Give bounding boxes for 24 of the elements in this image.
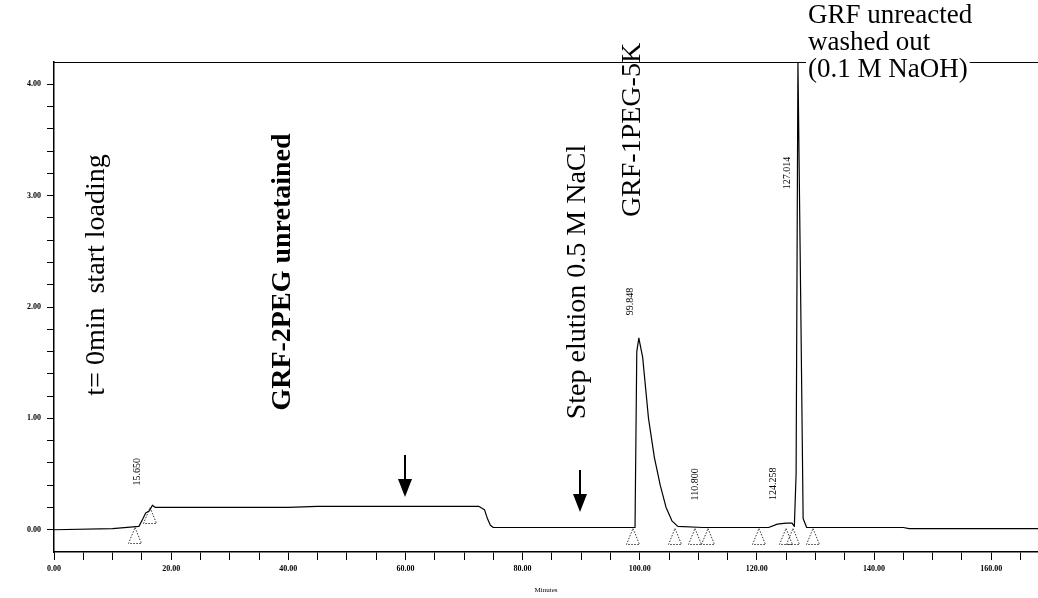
annotation: 127.014 bbox=[780, 156, 792, 190]
annotation: GRF-2PEG unretained bbox=[265, 132, 297, 411]
x-tick-label: 160.00 bbox=[980, 563, 1003, 573]
x-tick-label: 100.00 bbox=[628, 563, 651, 573]
x-tick-label: 120.00 bbox=[745, 563, 768, 573]
y-tick-label: 0.00 bbox=[27, 524, 41, 534]
y-tick-label: 3.00 bbox=[27, 190, 41, 200]
annotation: 124.258 bbox=[767, 467, 779, 501]
annotation: Step elution 0.5 M NaCl bbox=[560, 144, 592, 420]
y-tick-label: 2.00 bbox=[27, 302, 41, 312]
y-tick-label: 4.00 bbox=[27, 79, 41, 89]
annotation: 110.800 bbox=[688, 468, 700, 501]
x-tick-label: 60.00 bbox=[396, 563, 415, 573]
annotation: GRF-1PEG-5K bbox=[615, 42, 647, 218]
annotation: 15.650 bbox=[131, 457, 143, 486]
x-tick-label: 40.00 bbox=[279, 563, 298, 573]
annotation: t= 0min start loading bbox=[79, 154, 111, 396]
x-tick-label: 0.00 bbox=[47, 563, 61, 573]
annotation: GRF unreacted washed out (0.1 M NaOH) bbox=[808, 0, 973, 84]
x-tick-label: 140.00 bbox=[863, 563, 885, 573]
annotation: 99.848 bbox=[624, 287, 636, 316]
x-tick-label: 20.00 bbox=[162, 563, 181, 573]
y-tick-label: 1.00 bbox=[27, 413, 41, 423]
x-tick-label: 80.00 bbox=[513, 563, 532, 573]
